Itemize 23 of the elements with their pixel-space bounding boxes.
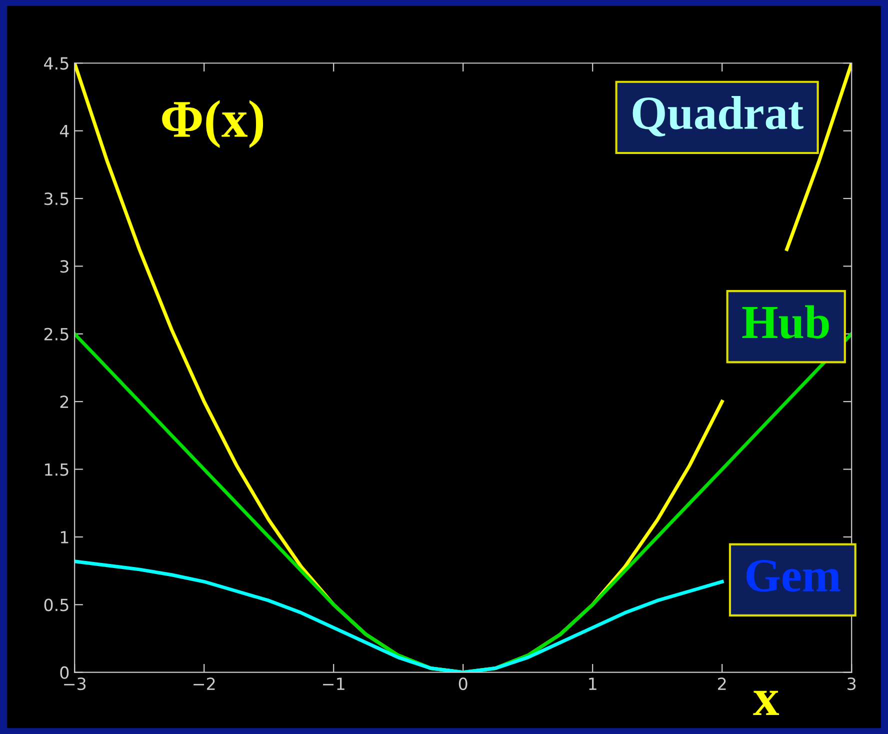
y-tick-label: 2 [60, 396, 68, 408]
x-tick-label: 0 [458, 678, 468, 690]
x-tick-label: −2 [194, 678, 215, 690]
y-tick-label: 3.5 [44, 192, 68, 206]
series-label: Quadrat [632, 96, 804, 136]
y-tick-label: 1.5 [45, 463, 68, 476]
x-tick-label: 1 [589, 678, 596, 690]
x-tick-label: −3 [64, 678, 86, 690]
x-tick-label: 2 [718, 678, 726, 690]
x-tick-label: 3 [848, 678, 856, 690]
x-tick-label: −1 [323, 678, 344, 690]
y-tick-label: 0 [60, 666, 69, 679]
y-tick-label: 4.5 [44, 57, 68, 70]
y-tick-label: 3 [60, 260, 68, 273]
series-label: Hub [742, 305, 829, 339]
x-axis-title: x [753, 690, 780, 716]
y-tick-label: 2.5 [44, 328, 68, 340]
y-tick-label: 0.5 [44, 598, 68, 612]
y-tick-label: 1 [60, 531, 68, 544]
line-series [74, 560, 724, 672]
y-tick-label: 4 [60, 124, 69, 138]
y-axis-title: Φ(x) [162, 100, 264, 148]
series-label: Gem [746, 560, 840, 592]
